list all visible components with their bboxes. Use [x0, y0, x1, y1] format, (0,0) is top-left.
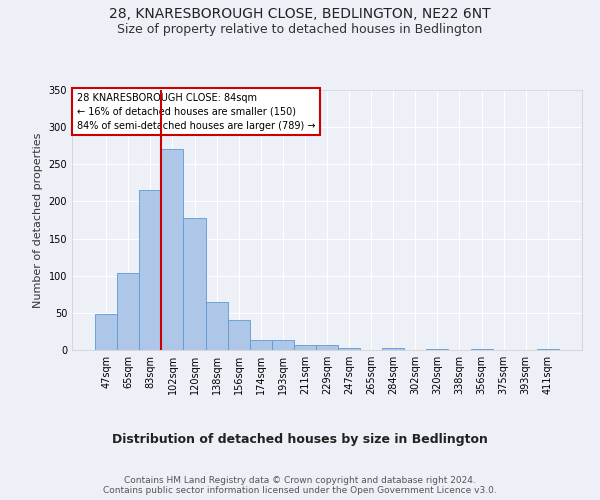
Bar [338, 348, 360, 350]
Bar [117, 274, 139, 350]
Bar [250, 340, 272, 350]
Bar [316, 345, 338, 350]
Bar [206, 302, 227, 350]
Text: Distribution of detached houses by size in Bedlington: Distribution of detached houses by size … [112, 432, 488, 446]
Bar [227, 320, 250, 350]
Bar [470, 348, 493, 350]
Text: 28 KNARESBOROUGH CLOSE: 84sqm
← 16% of detached houses are smaller (150)
84% of : 28 KNARESBOROUGH CLOSE: 84sqm ← 16% of d… [77, 92, 316, 130]
Bar [95, 314, 117, 350]
Bar [272, 340, 294, 350]
Text: 28, KNARESBOROUGH CLOSE, BEDLINGTON, NE22 6NT: 28, KNARESBOROUGH CLOSE, BEDLINGTON, NE2… [109, 8, 491, 22]
Bar [537, 348, 559, 350]
Bar [427, 348, 448, 350]
Text: Contains HM Land Registry data © Crown copyright and database right 2024.
Contai: Contains HM Land Registry data © Crown c… [103, 476, 497, 495]
Bar [294, 345, 316, 350]
Y-axis label: Number of detached properties: Number of detached properties [33, 132, 43, 308]
Bar [184, 218, 206, 350]
Text: Size of property relative to detached houses in Bedlington: Size of property relative to detached ho… [118, 22, 482, 36]
Bar [382, 348, 404, 350]
Bar [139, 190, 161, 350]
Bar [161, 150, 184, 350]
